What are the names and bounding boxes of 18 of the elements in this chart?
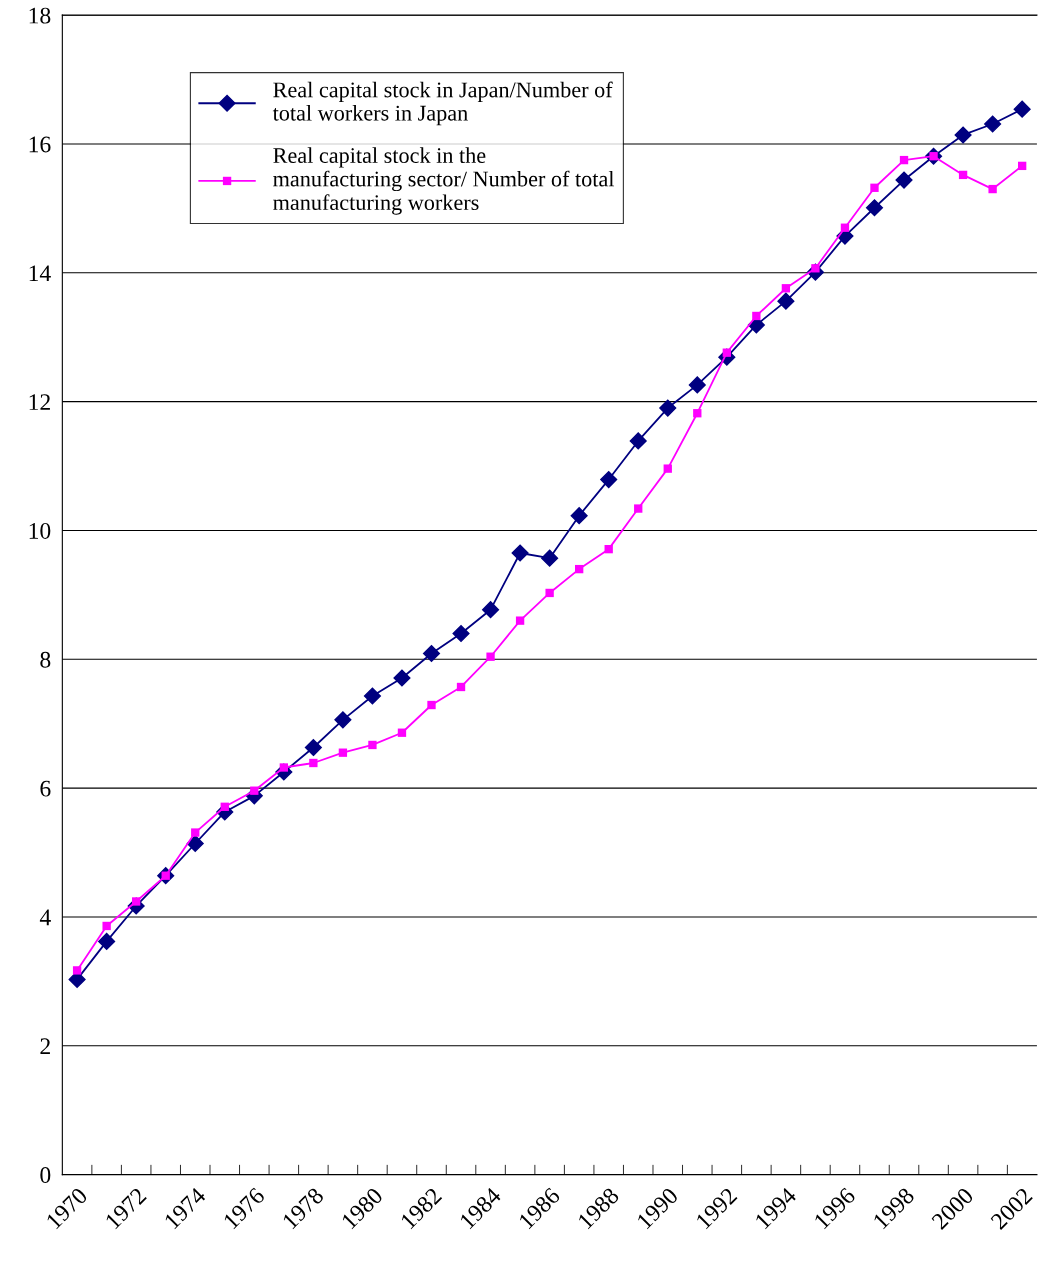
y-tick-label: 14	[29, 265, 51, 281]
y-tick-label: 8	[40, 651, 51, 668]
x-tick-label: 1982	[400, 1187, 443, 1230]
legend-label: Real capital stock in the manufacturing sector/ Number of total manufacturing workers	[273, 147, 615, 215]
y-tick-label: 16	[29, 136, 51, 153]
x-tick-label: 1990	[636, 1186, 679, 1230]
y-tick-label: 2	[40, 1038, 50, 1054]
x-tick-label: 1972	[104, 1187, 147, 1230]
y-tick-label: 6	[40, 780, 51, 797]
y-tick-label: 4	[39, 909, 51, 926]
y-tick-label: 12	[29, 394, 50, 410]
x-tick-label: 1970	[45, 1186, 89, 1230]
legend-label: Real capital stock in Japan/Number of total workers in Japan	[272, 81, 613, 126]
x-tick-label: 1980	[340, 1186, 384, 1230]
y-tick-label: 18	[29, 7, 51, 24]
y-tick-label: 0	[40, 1167, 51, 1184]
x-tick-label: 1992	[695, 1187, 738, 1230]
y-tick-label: 10	[29, 522, 51, 539]
